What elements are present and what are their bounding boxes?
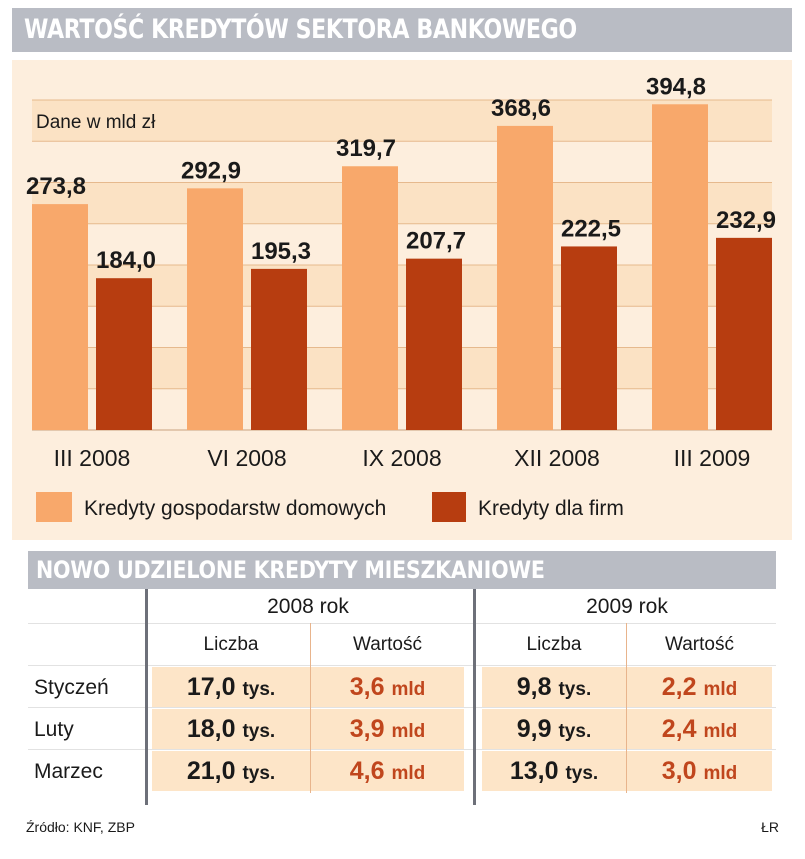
table-hline [28, 665, 776, 666]
table-divider [473, 589, 476, 805]
legend-label: Kredyty gospodarstw domowych [84, 497, 386, 520]
table-hline [28, 623, 776, 624]
row-label-luty: Luty [34, 718, 74, 741]
data-label: 273,8 [26, 173, 86, 200]
grid-band [32, 100, 772, 142]
table-subdivider [310, 623, 311, 793]
data-label: 319,7 [336, 135, 396, 162]
table-divider [145, 589, 148, 805]
cell-wartosc-2008-styczen: 3,6 mld [349, 673, 426, 701]
mortgage-table: 2008 rok 2009 rok Liczba Wartość Liczba … [28, 589, 776, 807]
x-tick-label: XII 2008 [514, 445, 600, 471]
bar-firms [251, 268, 307, 430]
table-hline [28, 707, 776, 708]
legend-swatch [432, 492, 466, 522]
bar-households [187, 188, 243, 430]
row-bg-2009-2 [482, 709, 772, 749]
subheader-liczba-2009: Liczba [526, 634, 582, 655]
legend-label: Kredyty dla firm [478, 497, 624, 520]
data-label: 394,8 [646, 73, 706, 100]
bar-chart: Dane w mld zł 273,8 184,0 III 2008 292,9 195,… [26, 73, 776, 522]
data-label: 292,9 [181, 157, 241, 184]
cell-liczba-2008-luty: 18,0 tys. [186, 715, 276, 743]
subheader-wartosc-2009: Wartość [665, 634, 734, 655]
subheader-wartosc-2008: Wartość [353, 634, 422, 655]
row-bg-2008-1 [152, 667, 464, 707]
x-tick-label: III 2008 [54, 445, 131, 471]
cell-wartosc-2009-marzec: 3,0 mld [661, 757, 738, 785]
cell-liczba-2008-marzec: 21,0 tys. [186, 757, 276, 785]
cell-liczba-2008-styczen: 17,0 tys. [186, 673, 276, 701]
cell-wartosc-2009-luty: 2,4 mld [661, 715, 738, 743]
bar-firms [96, 278, 152, 430]
row-bg-2008-3 [152, 751, 464, 791]
data-label: 368,6 [491, 95, 551, 122]
source-note: Źródło: KNF, ZBP [26, 819, 135, 835]
chart-title: WARTOŚĆ KREDYTÓW SEKTORA BANKOWEGO [24, 14, 577, 45]
bar-households [497, 125, 553, 430]
data-label: 222,5 [561, 215, 621, 242]
table-title-bar: NOWO UDZIELONE KREDYTY MIESZKANIOWE [28, 551, 776, 589]
bar-households [652, 104, 708, 430]
row-bg-2008-2 [152, 709, 464, 749]
author-initials: ŁR [761, 819, 779, 835]
cell-wartosc-2008-marzec: 4,6 mld [349, 757, 426, 785]
year-header-2008: 2008 rok [267, 595, 349, 618]
data-label: 195,3 [251, 238, 311, 265]
x-tick-label: III 2009 [674, 445, 751, 471]
data-label: 184,0 [96, 247, 156, 274]
unit-note: Dane w mld zł [36, 112, 156, 133]
row-label-marzec: Marzec [34, 760, 103, 783]
row-bg-2009-3 [482, 751, 772, 791]
cell-wartosc-2009-styczen: 2,2 mld [661, 673, 738, 701]
row-label-styczen: Styczeń [34, 676, 109, 699]
grid-band [32, 182, 772, 224]
chart-title-bar: WARTOŚĆ KREDYTÓW SEKTORA BANKOWEGO [12, 8, 792, 52]
year-header-2009: 2009 rok [586, 595, 668, 618]
bar-firms [716, 237, 772, 430]
x-tick-label: VI 2008 [207, 445, 286, 471]
subheader-liczba-2008: Liczba [203, 634, 259, 655]
chart-panel: Dane w mld zł 273,8 184,0 III 2008 292,9 195,… [12, 60, 792, 540]
cell-liczba-2009-marzec: 13,0 tys. [509, 757, 599, 785]
row-bg-2009-1 [482, 667, 772, 707]
data-label: 232,9 [716, 207, 776, 234]
legend-swatch [36, 492, 72, 522]
cell-liczba-2009-luty: 9,9 tys. [516, 715, 592, 743]
bar-firms [406, 258, 462, 430]
bar-households [32, 204, 88, 430]
grid-band [32, 347, 772, 389]
cell-liczba-2009-styczen: 9,8 tys. [516, 673, 592, 701]
table-subdivider [626, 623, 627, 793]
table-hline [28, 749, 776, 750]
data-label: 207,7 [406, 228, 466, 255]
table-title: NOWO UDZIELONE KREDYTY MIESZKANIOWE [36, 556, 545, 584]
grid-band [32, 265, 772, 307]
cell-wartosc-2008-luty: 3,9 mld [349, 715, 426, 743]
bar-households [342, 166, 398, 430]
bar-firms [561, 246, 617, 430]
x-tick-label: IX 2008 [362, 445, 441, 471]
